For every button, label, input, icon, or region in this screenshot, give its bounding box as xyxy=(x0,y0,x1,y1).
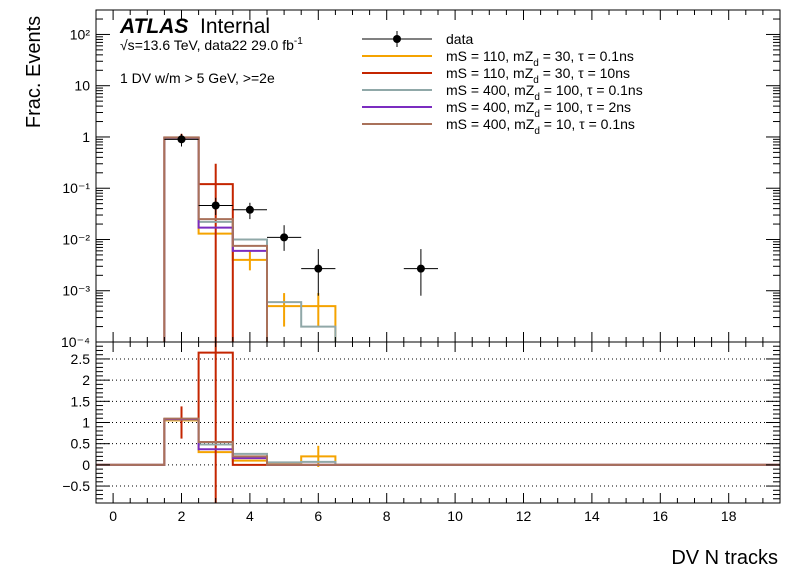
legend-signal-label: mS = 110, mZd = 30, τ = 0.1ns xyxy=(446,48,634,69)
signal-hist-2 xyxy=(163,136,337,342)
ratio-ytick-label: 1.5 xyxy=(71,393,91,409)
top-ytick-label: 10² xyxy=(70,26,91,42)
energy-label: √s=13.6 TeV, data22 29.0 fb-1 xyxy=(120,36,303,53)
ratio-ytick-label: 2 xyxy=(82,372,90,388)
top-ytick-label: 10⁻² xyxy=(62,231,90,247)
ratio-ytick-label: −0.5 xyxy=(62,478,90,494)
x-tick-label: 4 xyxy=(246,508,254,524)
energy-lumi: =13.6 TeV, data22 29.0 fb xyxy=(135,37,294,53)
ratio-ytick-label: 2.5 xyxy=(71,351,91,367)
data-point xyxy=(177,135,186,144)
legend-signal-label: mS = 400, mZd = 100, τ = 0.1ns xyxy=(446,82,643,103)
signal-hist-4 xyxy=(163,136,268,342)
legend-signal-label: mS = 400, mZd = 100, τ = 2ns xyxy=(446,99,631,120)
top-ytick-label: 1 xyxy=(82,129,90,145)
top-ytick-label: 10⁻⁴ xyxy=(61,334,90,350)
x-tick-label: 14 xyxy=(584,508,600,524)
y-axis-title: Frac. Events xyxy=(23,16,45,128)
ratio-ytick-label: 0 xyxy=(82,457,90,473)
lumi-exponent: -1 xyxy=(294,36,303,47)
ratio-ytick-label: 0.5 xyxy=(71,436,91,452)
x-tick-label: 0 xyxy=(109,508,117,524)
sqrt-s: √s xyxy=(120,37,135,53)
ratio-ytick-label: 1 xyxy=(82,415,90,431)
legend-data-marker xyxy=(393,35,401,43)
x-tick-label: 10 xyxy=(447,508,463,524)
selection-label: 1 DV w/m > 5 GeV, >=2e xyxy=(120,70,275,86)
x-tick-label: 16 xyxy=(653,508,669,524)
data-point xyxy=(280,233,289,242)
atlas-tag: Internal xyxy=(200,15,270,38)
data-point xyxy=(245,205,254,214)
atlas-brand: ATLAS xyxy=(119,15,188,38)
legend-data-label: data xyxy=(446,31,473,47)
x-tick-label: 2 xyxy=(178,508,186,524)
ratio-hist-4 xyxy=(96,417,780,466)
ratio-series-group xyxy=(96,342,780,503)
data-point xyxy=(211,201,220,210)
top-ytick-label: 10 xyxy=(74,78,90,94)
legend-signal-label: mS = 400, mZd = 10, τ = 0.1ns xyxy=(446,116,635,137)
x-tick-label: 18 xyxy=(721,508,737,524)
x-tick-label: 6 xyxy=(314,508,322,524)
legend-signal-label: mS = 110, mZd = 30, τ = 10ns xyxy=(446,65,630,86)
ratio-panel: −0.5 0 0.5 1 1.5 2 2.5 0 2 4 6 8 10 12 14 16 18 xyxy=(62,341,781,524)
x-tick-label: 12 xyxy=(516,508,532,524)
top-ytick-label: 10⁻³ xyxy=(62,283,90,299)
top-series-group xyxy=(163,133,438,342)
x-tick-label: 8 xyxy=(383,508,391,524)
data-point xyxy=(416,264,425,273)
top-ytick-label: 10⁻¹ xyxy=(62,180,90,196)
x-axis-title: DV N tracks xyxy=(671,547,778,569)
top-panel: 10⁻⁴ 10⁻³ 10⁻² 10⁻¹ 1 10 10² xyxy=(61,9,781,350)
data-point xyxy=(314,264,323,273)
